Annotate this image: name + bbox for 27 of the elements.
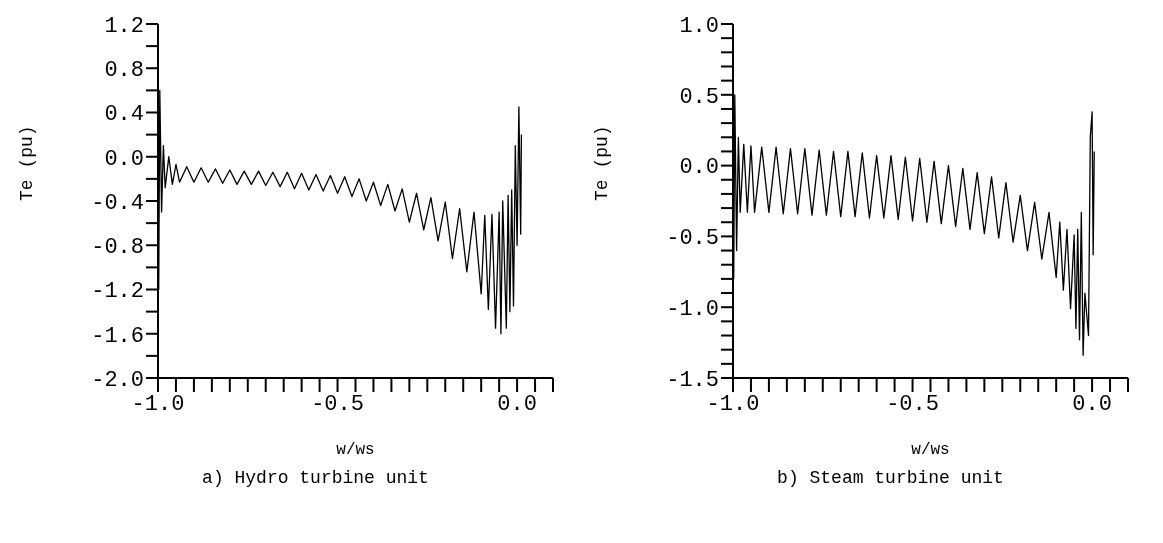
y-tick-label: 1.2 — [104, 13, 144, 39]
y-axis-title: Te (pu) — [592, 125, 613, 201]
y-tick-label: 0.0 — [679, 155, 719, 181]
y-tick-label: 0.4 — [104, 102, 144, 128]
text: a) Hydro turbine unit — [201, 468, 430, 488]
y-tick-label: -2.0 — [91, 367, 144, 393]
y-tick-label: -1.0 — [666, 297, 719, 323]
x-axis-title: w/ws — [911, 441, 950, 459]
text: b) Steam turbine unit — [776, 468, 1005, 488]
x-tick-label: -1.0 — [131, 391, 185, 417]
y-tick-label: -0.4 — [91, 190, 144, 216]
x-tick-label: -0.5 — [311, 391, 364, 417]
y-axis-title: Te (pu) — [17, 125, 38, 201]
x-tick-label: -1.0 — [706, 391, 760, 417]
x-tick-label: 0.0 — [497, 391, 537, 417]
y-tick-label: -1.5 — [666, 367, 719, 393]
x-tick-label: 0.0 — [1072, 391, 1112, 417]
x-tick-label: -0.5 — [886, 391, 939, 417]
y-tick-label: -0.5 — [666, 226, 719, 252]
x-axis-title: w/ws — [336, 441, 375, 459]
y-tick-label: -1.6 — [91, 323, 144, 349]
y-tick-label: -1.2 — [91, 279, 144, 305]
y-tick-label: 1.0 — [679, 13, 719, 39]
y-tick-label: 0.5 — [679, 84, 719, 110]
y-tick-label: 0.0 — [104, 146, 144, 172]
y-tick-label: 0.8 — [104, 58, 144, 84]
y-tick-label: -0.8 — [91, 235, 144, 261]
